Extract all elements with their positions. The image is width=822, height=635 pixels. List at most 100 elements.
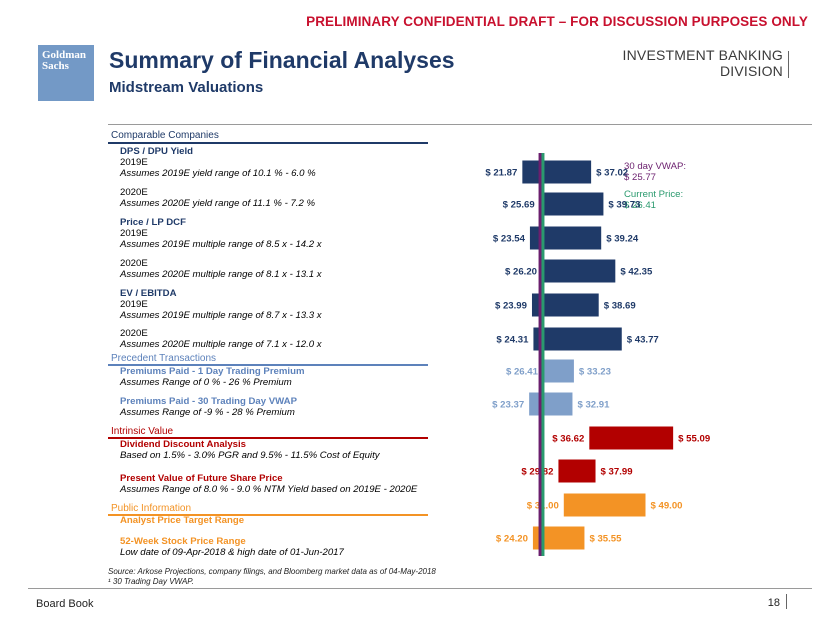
- row-label-dda: Dividend Discount Analysis Based on 1.5%…: [120, 439, 380, 461]
- range-bar: [529, 392, 573, 416]
- row-name: 2020E: [120, 258, 148, 269]
- logo-line-2: Sachs: [42, 60, 69, 72]
- section-comparable-companies: Comparable Companies: [111, 130, 219, 141]
- section-rule-comparable: [108, 142, 428, 144]
- section-intrinsic-value: Intrinsic Value: [111, 426, 174, 437]
- page-title: Summary of Financial Analyses: [109, 47, 455, 73]
- range-bar: [539, 192, 604, 216]
- section-rule-intrinsic: [108, 437, 428, 439]
- row-desc: Assumes Range of -9 % - 28 % Premium: [120, 407, 295, 418]
- vwap-note-name: 30 day VWAP:: [624, 161, 687, 172]
- low-value-label: $ 23.37: [492, 400, 524, 411]
- low-value-label: $ 23.99: [495, 301, 527, 312]
- row-name: 2020E: [120, 328, 148, 339]
- goldman-sachs-logo: Goldman Sachs: [38, 45, 94, 101]
- low-value-label: $ 25.69: [503, 200, 535, 211]
- row-name: Dividend Discount Analysis: [120, 439, 246, 450]
- current-price-note-value: $ 26.41: [624, 200, 657, 211]
- range-bar: [533, 327, 622, 351]
- current-price-note: Current Price: $ 26.41: [624, 189, 683, 211]
- low-value-label: $ 24.31: [496, 335, 529, 346]
- high-value-label: $ 49.00: [651, 501, 683, 512]
- row-label-pv-future-price: Present Value of Future Share Price Assu…: [120, 473, 417, 495]
- logo-line-1: Goldman: [42, 49, 87, 61]
- footer-label: Board Book: [36, 598, 94, 610]
- low-value-label: $ 26.41: [506, 367, 539, 378]
- row-label-lpdcf-2019: Price / LP DCF 2019E Assumes 2019E multi…: [120, 217, 322, 250]
- row-desc: Assumes 2019E yield range of 10.1 % - 6.…: [120, 168, 316, 179]
- row-desc: Assumes 2019E multiple range of 8.5 x - …: [120, 239, 322, 250]
- low-value-label: $ 21.87: [485, 168, 517, 179]
- group-ev-ebitda: EV / EBITDA: [120, 288, 177, 299]
- row-desc: Based on 1.5% - 3.0% PGR and 9.5% - 11.5…: [120, 450, 380, 461]
- bars-layer: [522, 160, 674, 550]
- high-value-label: $ 43.77: [627, 335, 659, 346]
- section-rule-precedent: [108, 364, 428, 366]
- division-label: INVESTMENT BANKING DIVISION: [600, 47, 783, 79]
- high-value-label: $ 32.91: [577, 400, 610, 411]
- high-value-label: $ 38.69: [604, 301, 636, 312]
- footer-divider: [786, 594, 787, 609]
- range-bar: [532, 526, 585, 550]
- high-value-label: $ 55.09: [678, 434, 710, 445]
- range-bar: [558, 459, 596, 483]
- low-value-label: $ 36.62: [552, 434, 584, 445]
- source-note: Source: Arkose Projections, company fili…: [108, 567, 436, 587]
- row-desc: Assumes Range of 0 % - 26 % Premium: [120, 377, 292, 388]
- row-name: 2019E: [120, 157, 148, 168]
- row-label-ev-2020: 2020E Assumes 2020E multiple range of 7.…: [120, 328, 322, 350]
- source-line-2: ¹ 30 Trading Day VWAP.: [108, 577, 194, 586]
- group-dps-dpu-yield: DPS / DPU Yield: [120, 146, 194, 157]
- row-label-dps-2019: DPS / DPU Yield 2019E Assumes 2019E yiel…: [120, 146, 316, 179]
- high-value-label: $ 35.55: [589, 534, 622, 545]
- row-label-dps-2020: 2020E Assumes 2020E yield range of 11.1 …: [120, 187, 315, 209]
- row-name: 2019E: [120, 299, 148, 310]
- row-desc: Assumes Range of 8.0 % - 9.0 % NTM Yield…: [120, 484, 418, 495]
- section-precedent-transactions: Precedent Transactions: [111, 353, 217, 364]
- source-line-1: Source: Arkose Projections, company fili…: [108, 567, 436, 576]
- high-value-label: $ 37.99: [601, 467, 633, 478]
- section-public-information: Public Information: [111, 503, 192, 514]
- range-bar: [589, 426, 674, 450]
- high-value-label: $ 37.02: [596, 168, 628, 179]
- row-label-premium-vwap: Premiums Paid - 30 Trading Day VWAP Assu…: [120, 396, 297, 418]
- low-value-label: $ 29.82: [521, 467, 553, 478]
- row-name: Analyst Price Target Range: [120, 515, 245, 526]
- page-subtitle: Midstream Valuations: [109, 79, 264, 96]
- header-rule: [108, 124, 812, 125]
- vwap-note-value: $ 25.77: [624, 172, 657, 183]
- row-label-52-week: 52-Week Stock Price Range Low date of 09…: [120, 536, 344, 558]
- row-name: 2019E: [120, 228, 148, 239]
- range-bar: [542, 259, 616, 283]
- group-price-lp-dcf: Price / LP DCF: [120, 217, 186, 228]
- row-label-lpdcf-2020: 2020E Assumes 2020E multiple range of 8.…: [120, 258, 322, 280]
- row-name: 2020E: [120, 187, 148, 198]
- row-label-premium-1day: Premiums Paid - 1 Day Trading Premium As…: [120, 366, 304, 388]
- high-value-label: $ 33.23: [579, 367, 611, 378]
- row-name: 52-Week Stock Price Range: [120, 536, 246, 547]
- row-desc: Assumes 2019E multiple range of 8.7 x - …: [120, 310, 322, 321]
- current-price-note-name: Current Price:: [624, 189, 684, 200]
- low-value-label: $ 26.20: [505, 267, 537, 278]
- division-line-1: INVESTMENT BANKING: [622, 47, 783, 63]
- row-desc: Assumes 2020E multiple range of 7.1 x - …: [120, 339, 322, 350]
- high-value-label: $ 42.35: [620, 267, 653, 278]
- range-bar: [529, 226, 602, 250]
- high-value-label: $ 39.24: [606, 234, 639, 245]
- range-bar: [542, 359, 574, 383]
- low-value-label: $ 23.54: [493, 234, 526, 245]
- division-line-2: DIVISION: [719, 63, 783, 79]
- footer-rule: [28, 588, 812, 589]
- confidential-banner: PRELIMINARY CONFIDENTIAL DRAFT – FOR DIS…: [306, 14, 808, 29]
- row-desc: Low date of 09-Apr-2018 & high date of 0…: [120, 547, 344, 558]
- low-value-label: $ 24.20: [496, 534, 528, 545]
- section-rule-public: [108, 514, 428, 516]
- vwap-note: 30 day VWAP: $ 25.77: [624, 161, 686, 183]
- bar-labels-layer: $ 21.87 $ 37.02 $ 25.69 $ 39.73 $ 23.54 $ 39.…: [485, 168, 710, 545]
- reference-lines-layer: [538, 153, 545, 556]
- row-name: Premiums Paid - 1 Day Trading Premium: [120, 366, 305, 377]
- page-number: 18: [767, 597, 780, 609]
- division-divider: [788, 51, 789, 78]
- range-bar: [563, 493, 646, 517]
